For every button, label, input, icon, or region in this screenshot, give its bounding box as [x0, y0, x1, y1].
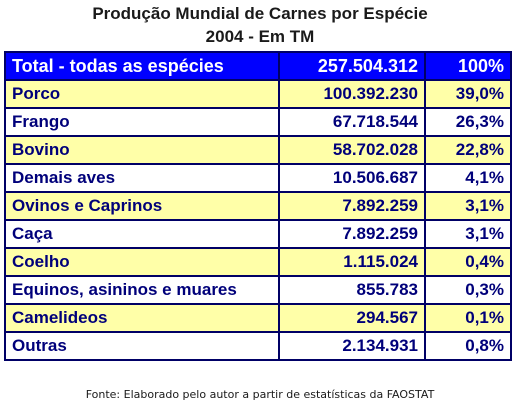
- production-value: 10.506.687: [278, 163, 426, 193]
- production-value: 294.567: [278, 303, 426, 333]
- table-title: Produção Mundial de Carnes por Espécie: [92, 4, 428, 23]
- species-label: Equinos, asininos e muares: [4, 275, 280, 305]
- table-row: Outras 2.134.931 0,8%: [4, 331, 512, 361]
- share-percent: 22,8%: [424, 135, 512, 165]
- species-label: Ovinos e Caprinos: [4, 191, 280, 221]
- share-percent: 3,1%: [424, 219, 512, 249]
- share-percent: 26,3%: [424, 107, 512, 137]
- species-label: Porco: [4, 79, 280, 109]
- species-label: Camelideos: [4, 303, 280, 333]
- share-percent: 39,0%: [424, 79, 512, 109]
- source-note: Fonte: Elaborado pelo autor a partir de …: [85, 388, 435, 401]
- total-row: Total - todas as espécies 257.504.312 10…: [4, 51, 512, 81]
- species-label: Outras: [4, 331, 280, 361]
- production-value: 2.134.931: [278, 331, 426, 361]
- production-value: 58.702.028: [278, 135, 426, 165]
- table-row: Bovino 58.702.028 22,8%: [4, 135, 512, 165]
- total-value: 257.504.312: [278, 51, 426, 81]
- production-value: 67.718.544: [278, 107, 426, 137]
- table-row: Equinos, asininos e muares 855.783 0,3%: [4, 275, 512, 305]
- table-subtitle: 2004 - Em TM: [205, 27, 315, 46]
- share-percent: 0,1%: [424, 303, 512, 333]
- meat-production-table: Total - todas as espécies 257.504.312 10…: [4, 51, 512, 361]
- table-row: Caça 7.892.259 3,1%: [4, 219, 512, 249]
- share-percent: 0,3%: [424, 275, 512, 305]
- share-percent: 0,4%: [424, 247, 512, 277]
- share-percent: 0,8%: [424, 331, 512, 361]
- table-row: Ovinos e Caprinos 7.892.259 3,1%: [4, 191, 512, 221]
- species-label: Bovino: [4, 135, 280, 165]
- production-value: 1.115.024: [278, 247, 426, 277]
- table-row: Frango 67.718.544 26,3%: [4, 107, 512, 137]
- species-label: Coelho: [4, 247, 280, 277]
- share-percent: 4,1%: [424, 163, 512, 193]
- total-percent: 100%: [424, 51, 512, 81]
- species-label: Frango: [4, 107, 280, 137]
- production-value: 7.892.259: [278, 219, 426, 249]
- species-label: Caça: [4, 219, 280, 249]
- table-row: Porco 100.392.230 39,0%: [4, 79, 512, 109]
- production-value: 100.392.230: [278, 79, 426, 109]
- production-value: 7.892.259: [278, 191, 426, 221]
- table-row: Demais aves 10.506.687 4,1%: [4, 163, 512, 193]
- production-value: 855.783: [278, 275, 426, 305]
- table-row: Coelho 1.115.024 0,4%: [4, 247, 512, 277]
- species-label: Demais aves: [4, 163, 280, 193]
- table-row: Camelideos 294.567 0,1%: [4, 303, 512, 333]
- total-label: Total - todas as espécies: [4, 51, 280, 81]
- share-percent: 3,1%: [424, 191, 512, 221]
